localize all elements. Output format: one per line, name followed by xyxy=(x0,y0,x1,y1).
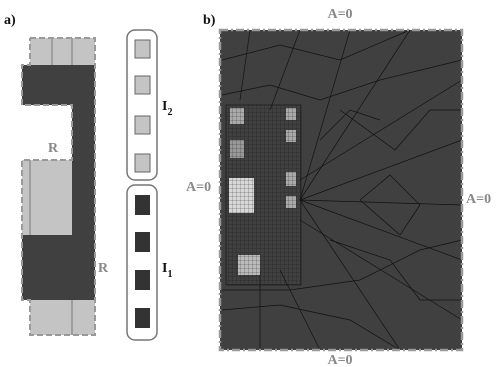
coil-label: I2 xyxy=(162,99,172,118)
gap-label: R xyxy=(98,261,109,276)
coil-index: 2 xyxy=(167,107,172,118)
boundary-label: A=0 xyxy=(466,192,491,207)
coils xyxy=(127,30,157,340)
dense-mesh xyxy=(226,105,301,285)
geometry-a xyxy=(22,38,95,335)
boundary-label: A=0 xyxy=(327,353,352,367)
figure: a) R R I2 I1 b) A=0 A xyxy=(0,0,501,367)
boundary-label: A=0 xyxy=(327,7,352,22)
boundary-label: A=0 xyxy=(186,180,211,195)
panel-label: a) xyxy=(4,13,16,28)
gap-label: R xyxy=(48,141,59,156)
panel-label: b) xyxy=(203,13,216,28)
coil-label: I1 xyxy=(162,261,172,280)
coil-index: 1 xyxy=(167,269,172,280)
